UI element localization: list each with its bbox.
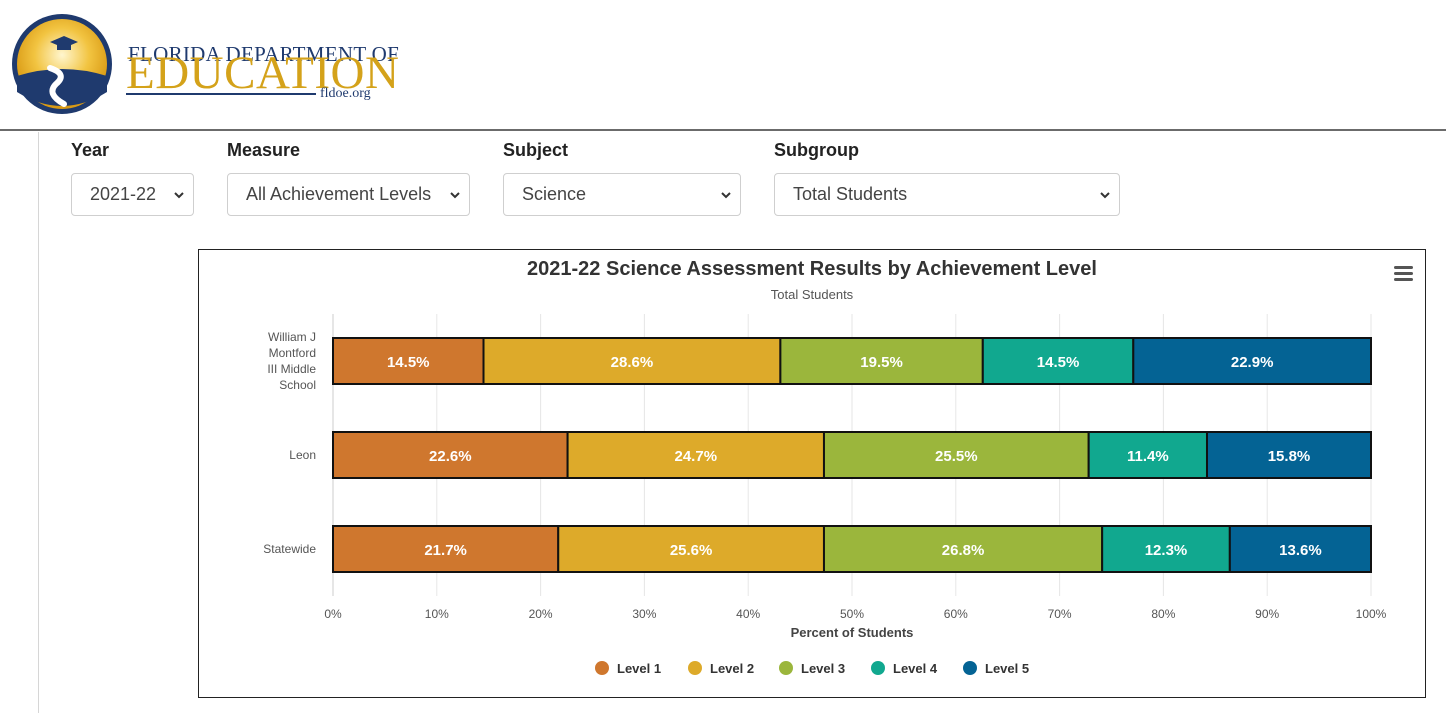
- bar-segment: [1205, 431, 1372, 479]
- data-label: 24.7%: [675, 448, 718, 465]
- filter-subject-label: Subject: [503, 140, 569, 160]
- x-tick-label: 90%: [1255, 607, 1279, 621]
- x-axis-title: Percent of Students: [791, 625, 914, 640]
- data-label: 13.6%: [1279, 542, 1322, 559]
- fldoe-logo[interactable]: FLORIDA DEPARTMENT OF EDUCATION fldoe.or…: [10, 12, 399, 118]
- logo-url: fldoe.org: [320, 86, 371, 101]
- bar-segment: [332, 431, 569, 479]
- x-tick-label: 70%: [1048, 607, 1072, 621]
- legend-marker: [871, 661, 885, 675]
- legend-label: Level 4: [893, 661, 938, 676]
- filter-subgroup-label: Subgroup: [774, 140, 859, 160]
- legend-marker: [595, 661, 609, 675]
- data-label: 14.5%: [1037, 354, 1080, 371]
- legend-marker: [688, 661, 702, 675]
- category-label: William J Montford III Middle School: [267, 330, 316, 392]
- bar-segment: [332, 525, 560, 573]
- data-label: 19.5%: [860, 354, 903, 371]
- legend-label: Level 5: [985, 661, 1029, 676]
- legend-label: Level 2: [710, 661, 754, 676]
- year-select-value: 2021-22: [90, 184, 157, 204]
- filter-subgroup: Subgroup Total Students: [774, 139, 1120, 216]
- site-header: FLORIDA DEPARTMENT OF EDUCATION fldoe.or…: [0, 0, 1446, 131]
- measure-select[interactable]: All Achievement Levels: [227, 173, 470, 216]
- legend-marker: [779, 661, 793, 675]
- data-label: 25.5%: [935, 448, 978, 465]
- category-label: Statewide: [263, 542, 316, 556]
- data-label: 22.6%: [429, 448, 472, 465]
- bar-segment: [1132, 337, 1372, 385]
- bar-segment: [482, 337, 782, 385]
- logo-rule: [126, 93, 316, 95]
- data-label: 28.6%: [611, 354, 654, 371]
- filter-subject: Subject Science: [503, 139, 741, 216]
- chevron-down-icon: [1100, 192, 1110, 199]
- data-label: 26.8%: [942, 542, 985, 559]
- subject-select-value: Science: [522, 184, 587, 204]
- legend-marker: [963, 661, 977, 675]
- content-left-border: [38, 132, 39, 713]
- sun-logo-icon: [12, 14, 112, 114]
- logo-line1: FLORIDA DEPARTMENT OF: [128, 42, 400, 66]
- x-tick-label: 40%: [736, 607, 760, 621]
- data-label: 15.8%: [1268, 448, 1311, 465]
- data-label: 22.9%: [1231, 354, 1274, 371]
- x-tick-label: 100%: [1356, 607, 1387, 621]
- bar-segment: [822, 525, 1104, 573]
- category-label: Leon: [289, 448, 316, 462]
- measure-select-value: All Achievement Levels: [246, 184, 432, 204]
- chart-title: 2021-22 Science Assessment Results by Ac…: [527, 258, 1097, 280]
- data-label: 21.7%: [424, 542, 467, 559]
- legend-label: Level 1: [617, 661, 661, 676]
- filter-measure-label: Measure: [227, 140, 301, 160]
- data-label: 25.6%: [670, 542, 713, 559]
- chevron-down-icon: [450, 192, 460, 199]
- filter-year: Year 2021-22: [71, 139, 194, 216]
- bar-segment: [566, 431, 825, 479]
- bar-segment: [332, 337, 485, 385]
- subject-select[interactable]: Science: [503, 173, 741, 216]
- x-tick-label: 0%: [324, 607, 342, 621]
- subgroup-select-value: Total Students: [793, 184, 908, 204]
- filter-measure: Measure All Achievement Levels: [227, 139, 470, 216]
- x-tick-label: 10%: [425, 607, 449, 621]
- bar-segment: [1101, 525, 1231, 573]
- chevron-down-icon: [721, 192, 731, 199]
- chart-menu-icon[interactable]: [1394, 266, 1413, 281]
- bar-segment: [981, 337, 1135, 385]
- x-tick-label: 60%: [944, 607, 968, 621]
- x-tick-label: 50%: [840, 607, 864, 621]
- x-tick-label: 30%: [632, 607, 656, 621]
- chevron-down-icon: [174, 192, 184, 199]
- bar-segment: [822, 431, 1090, 479]
- filter-year-label: Year: [71, 140, 110, 160]
- x-tick-label: 20%: [529, 607, 553, 621]
- bar-segment: [1087, 431, 1208, 479]
- legend-label: Level 3: [801, 661, 845, 676]
- year-select[interactable]: 2021-22: [71, 173, 194, 216]
- chart-subtitle: Total Students: [770, 287, 854, 302]
- data-label: 14.5%: [387, 354, 430, 371]
- logo-line2: EDUCATION: [126, 47, 400, 99]
- bar-segment: [1228, 525, 1373, 573]
- x-tick-label: 80%: [1151, 607, 1175, 621]
- data-label: 12.3%: [1145, 542, 1188, 559]
- subgroup-select[interactable]: Total Students: [774, 173, 1120, 216]
- data-label: 11.4%: [1127, 448, 1169, 465]
